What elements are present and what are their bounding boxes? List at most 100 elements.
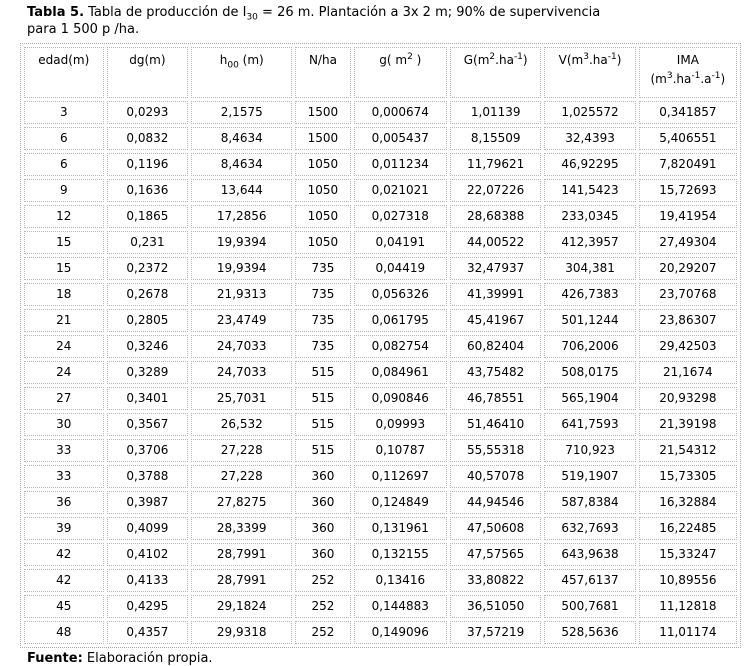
table-cell: 0,4357 [106,621,189,645]
table-cell: 0,04419 [353,257,448,281]
table-cell: 6 [24,153,104,177]
table-cell: 21,54312 [638,439,737,463]
table-cell: 55,55318 [450,439,542,463]
table-cell: 16,32884 [638,491,737,515]
table-cell: 1,01139 [450,101,542,125]
table-cell: 0,0832 [106,127,189,151]
table-row: 42 0,4133 28,7991 252 0,13416 33,80822 457,613… [24,569,737,593]
table-cell: 0,056326 [353,283,448,307]
table-row: 24 0,3289 24,7033 515 0,084961 43,75482 508,01… [24,361,737,385]
table-cell: 27,8275 [191,491,293,515]
table-cell: 0,132155 [353,543,448,567]
table-row: 39 0,4099 28,3399 360 0,131961 47,50608 632,76… [24,517,737,541]
table-cell: 21,9313 [191,283,293,307]
table-cell: 36 [24,491,104,515]
table-cell: 587,8384 [544,491,636,515]
table-cell: 7,820491 [638,153,737,177]
table-cell: 8,15509 [450,127,542,151]
table-cell: 41,39991 [450,283,542,307]
table-cell: 27,49304 [638,231,737,255]
table-cell: 36,51050 [450,595,542,619]
table-cell: 28,3399 [191,517,293,541]
table-cell: 3 [24,101,104,125]
table-cell: 0,1865 [106,205,189,229]
table-row: 9 0,1636 13,644 1050 0,021021 22,07226 141,542… [24,179,737,203]
table-row: 42 0,4102 28,7991 360 0,132155 47,57565 643,96… [24,543,737,567]
column-header: IMA (m3.ha-1.a-1) [638,47,737,99]
table-cell: 0,3567 [106,413,189,437]
table-row: 33 0,3706 27,228 515 0,10787 55,55318 710,923 2… [24,439,737,463]
table-cell: 360 [295,517,351,541]
table-cell: 11,01174 [638,621,737,645]
table-cell: 48 [24,621,104,645]
table-cell: 51,46410 [450,413,542,437]
table-cell: 37,57219 [450,621,542,645]
table-cell: 0,112697 [353,465,448,489]
table-cell: 0,3987 [106,491,189,515]
table-row: 33 0,3788 27,228 360 0,112697 40,57078 519,190… [24,465,737,489]
table-cell: 10,89556 [638,569,737,593]
production-table: edad(m) dg(m) h00 (m) N/ha g( m2 ) G(m2.ha-1)… [20,43,741,649]
table-cell: 0,000674 [353,101,448,125]
table-cell: 19,9394 [191,231,293,255]
table-row: 15 0,231 19,9394 1050 0,04191 44,00522 412,395… [24,231,737,255]
table-cell: 29,42503 [638,335,737,359]
table-cell: 28,7991 [191,543,293,567]
table-row: 6 0,0832 8,4634 1500 0,005437 8,15509 32,4393 5… [24,127,737,151]
table-cell: 24 [24,361,104,385]
table-row: 27 0,3401 25,7031 515 0,090846 46,78551 565,19… [24,387,737,411]
table-cell: 565,1904 [544,387,636,411]
column-header: G(m2.ha-1) [450,47,542,99]
table-cell: 0,4102 [106,543,189,567]
table-source: Fuente: Elaboración propia. [27,651,743,666]
table-cell: 0,144883 [353,595,448,619]
table-cell: 632,7693 [544,517,636,541]
table-cell: 735 [295,283,351,307]
table-cell: 45,41967 [450,309,542,333]
table-cell: 5,406551 [638,127,737,151]
table-cell: 33 [24,439,104,463]
table-cell: 141,5423 [544,179,636,203]
table-cell: 22,07226 [450,179,542,203]
table-cell: 47,57565 [450,543,542,567]
table-cell: 735 [295,257,351,281]
table-cell: 42 [24,569,104,593]
table-cell: 8,4634 [191,153,293,177]
table-cell: 0,13416 [353,569,448,593]
table-cell: 28,7991 [191,569,293,593]
column-header: V(m3.ha-1) [544,47,636,99]
table-cell: 45 [24,595,104,619]
table-cell: 13,644 [191,179,293,203]
table-cell: 0,131961 [353,517,448,541]
table-cell: 12 [24,205,104,229]
table-cell: 24,7033 [191,361,293,385]
table-cell: 0,10787 [353,439,448,463]
table-cell: 0,04191 [353,231,448,255]
table-cell: 60,82404 [450,335,542,359]
table-cell: 24 [24,335,104,359]
column-header: N/ha [295,47,351,99]
table-cell: 304,381 [544,257,636,281]
table-cell: 0,4133 [106,569,189,593]
table-cell: 0,124849 [353,491,448,515]
table-cell: 0,1196 [106,153,189,177]
table-cell: 0,4099 [106,517,189,541]
table-cell: 426,7383 [544,283,636,307]
table-source-label: Fuente: [27,651,83,666]
table-cell: 23,4749 [191,309,293,333]
table-cell: 39 [24,517,104,541]
table-cell: 0,005437 [353,127,448,151]
table-cell: 0,3401 [106,387,189,411]
table-cell: 21,1674 [638,361,737,385]
column-header: dg(m) [106,47,189,99]
table-cell: 0,341857 [638,101,737,125]
table-row: 12 0,1865 17,2856 1050 0,027318 28,68388 233,0… [24,205,737,229]
table-cell: 0,1636 [106,179,189,203]
table-source-text: Elaboración propia. [82,651,213,666]
table-cell: 515 [295,361,351,385]
table-cell: 1500 [295,101,351,125]
table-cell: 515 [295,387,351,411]
table-cell: 0,3289 [106,361,189,385]
table-cell: 457,6137 [544,569,636,593]
